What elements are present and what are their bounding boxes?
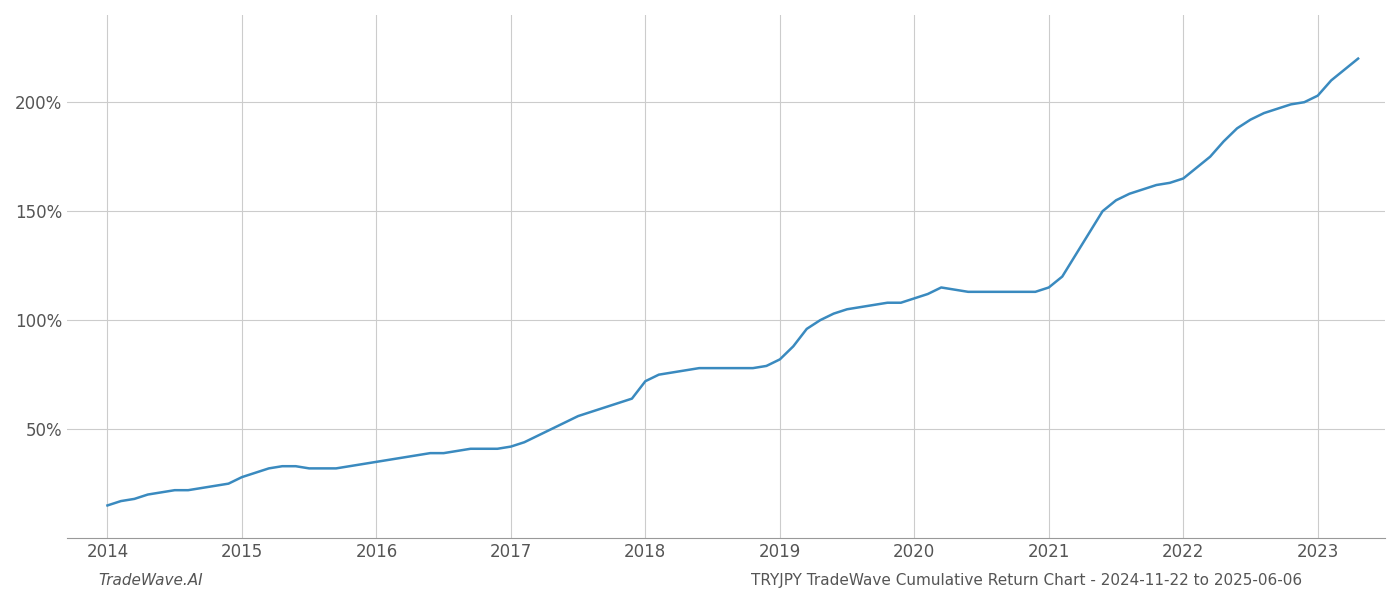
Text: TRYJPY TradeWave Cumulative Return Chart - 2024-11-22 to 2025-06-06: TRYJPY TradeWave Cumulative Return Chart… [750, 573, 1302, 588]
Text: TradeWave.AI: TradeWave.AI [98, 573, 203, 588]
